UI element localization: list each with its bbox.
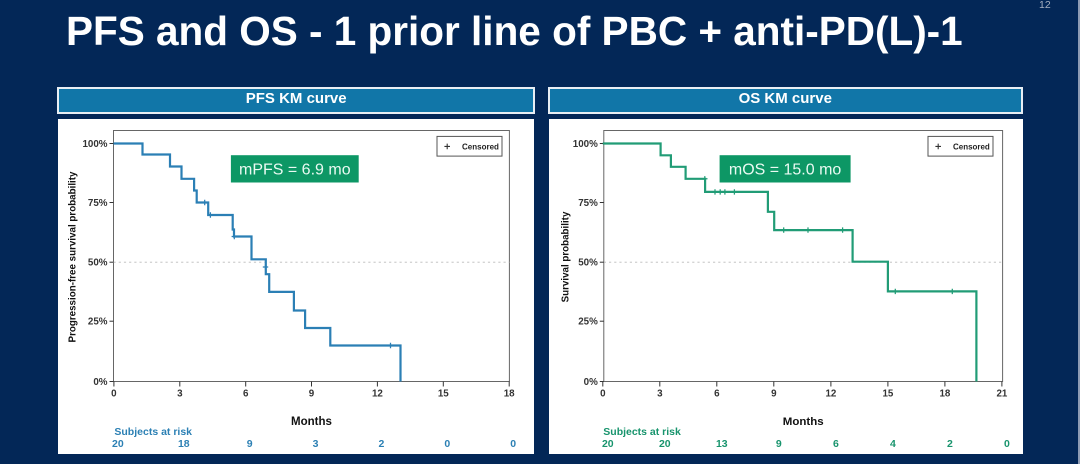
svg-text:4: 4 — [890, 438, 896, 449]
svg-text:75%: 75% — [579, 198, 599, 209]
svg-text:21: 21 — [997, 388, 1008, 399]
svg-text:mPFS = 6.9 mo: mPFS = 6.9 mo — [239, 161, 351, 178]
svg-text:0%: 0% — [584, 376, 598, 387]
svg-text:Subjects at risk: Subjects at risk — [604, 426, 682, 437]
svg-text:Progression-free survival prob: Progression-free survival probability — [67, 170, 78, 342]
svg-text:6: 6 — [833, 438, 839, 449]
svg-text:9: 9 — [776, 438, 782, 449]
svg-text:75%: 75% — [87, 198, 107, 209]
svg-text:20: 20 — [112, 437, 124, 449]
svg-text:0: 0 — [444, 437, 450, 449]
svg-text:9: 9 — [308, 388, 314, 399]
svg-text:0: 0 — [1004, 438, 1010, 449]
svg-text:50%: 50% — [579, 257, 599, 268]
svg-text:15: 15 — [437, 388, 448, 399]
svg-text:25%: 25% — [579, 316, 599, 327]
svg-text:9: 9 — [771, 388, 777, 399]
svg-text:13: 13 — [716, 438, 728, 449]
svg-text:3: 3 — [177, 388, 183, 399]
svg-text:12: 12 — [371, 388, 382, 399]
svg-text:12: 12 — [826, 388, 837, 399]
svg-text:0: 0 — [600, 388, 606, 399]
svg-text:6: 6 — [714, 388, 720, 399]
svg-text:25%: 25% — [87, 316, 107, 327]
svg-text:2: 2 — [947, 438, 953, 449]
svg-text:50%: 50% — [87, 257, 107, 268]
svg-text:3: 3 — [312, 437, 318, 449]
svg-text:9: 9 — [246, 437, 252, 449]
svg-text:Months: Months — [783, 415, 824, 427]
svg-text:6: 6 — [242, 388, 248, 399]
svg-text:20: 20 — [659, 438, 671, 449]
svg-text:Months: Months — [291, 415, 332, 427]
svg-text:18: 18 — [503, 388, 514, 399]
svg-text:3: 3 — [657, 388, 663, 399]
svg-text:18: 18 — [177, 437, 189, 449]
svg-text:Censored: Censored — [462, 142, 499, 151]
svg-text:20: 20 — [602, 438, 614, 449]
svg-text:2: 2 — [378, 437, 384, 449]
svg-text:0: 0 — [111, 388, 117, 399]
svg-text:Subjects at risk: Subjects at risk — [114, 425, 192, 437]
svg-text:100%: 100% — [573, 139, 598, 150]
svg-text:mOS = 15.0 mo: mOS = 15.0 mo — [729, 161, 841, 178]
svg-text:0%: 0% — [93, 377, 107, 388]
svg-text:0: 0 — [510, 437, 516, 449]
svg-text:18: 18 — [940, 388, 951, 399]
svg-text:Survival probability: Survival probability — [561, 211, 572, 302]
svg-text:Censored: Censored — [953, 142, 990, 151]
svg-text:15: 15 — [883, 388, 894, 399]
svg-text:100%: 100% — [82, 139, 107, 150]
